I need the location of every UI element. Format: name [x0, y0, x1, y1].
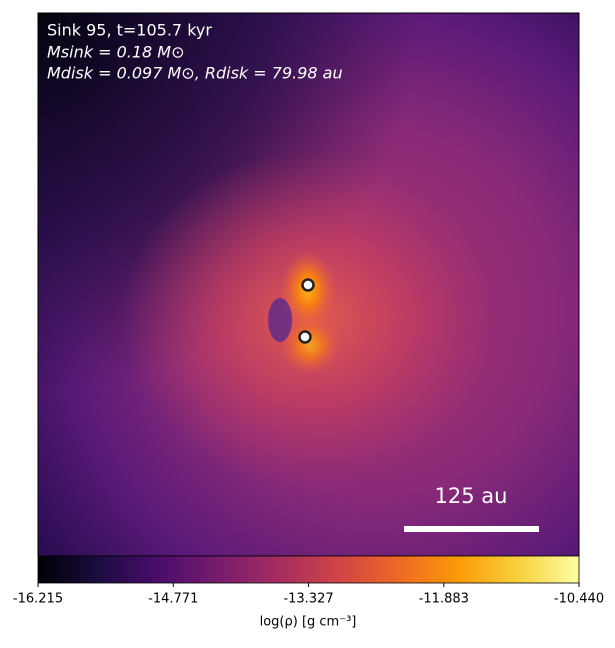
sink-marker: [301, 278, 315, 292]
colorbar-tick-label: -13.327: [283, 592, 333, 607]
scale-bar: [404, 526, 539, 532]
annotation: Msink = 0.18 M⊙: [47, 43, 185, 62]
annotation: Mdisk = 0.097 M⊙, Rdisk = 79.98 au: [47, 64, 343, 83]
colorbar-tick-label: -14.771: [148, 592, 198, 607]
scale-bar-label: 125 au: [435, 484, 508, 508]
colorbar-tick-label: -16.215: [13, 592, 63, 607]
sink-marker: [298, 330, 312, 344]
colorbar: [37, 555, 580, 584]
colorbar-label: log(ρ) [g cm⁻³]: [260, 615, 357, 630]
annotation: Sink 95, t=105.7 kyr: [47, 21, 212, 40]
colorbar-tick-label: -10.440: [554, 592, 604, 607]
colorbar-tick-label: -11.883: [419, 592, 469, 607]
